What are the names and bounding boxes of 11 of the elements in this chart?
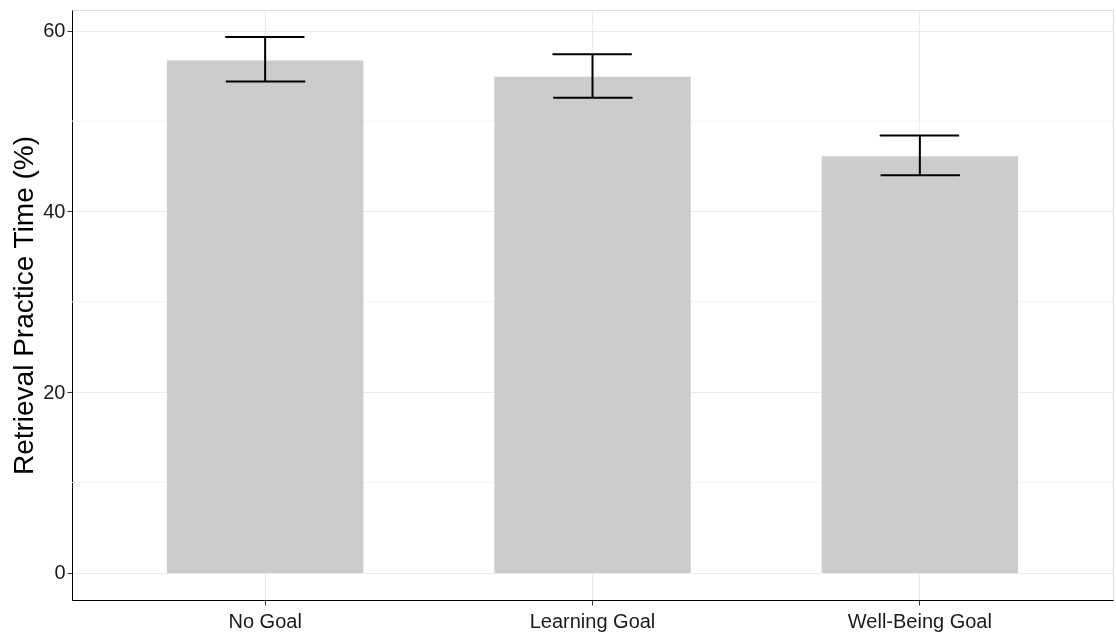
x-tick-label: No Goal xyxy=(228,609,302,632)
y-tick-label: 40 xyxy=(43,199,66,222)
bar xyxy=(166,60,364,573)
x-tick-label: Learning Goal xyxy=(529,609,656,632)
y-tick-label: 20 xyxy=(43,380,66,403)
y-tick-label: 0 xyxy=(54,561,66,584)
y-axis-title: Retrieval Practice Time (%) xyxy=(8,135,40,476)
bar xyxy=(494,76,691,573)
bar xyxy=(821,156,1019,573)
x-tick-label: Well-Being Goal xyxy=(847,609,992,632)
y-tick-label: 60 xyxy=(43,19,66,42)
